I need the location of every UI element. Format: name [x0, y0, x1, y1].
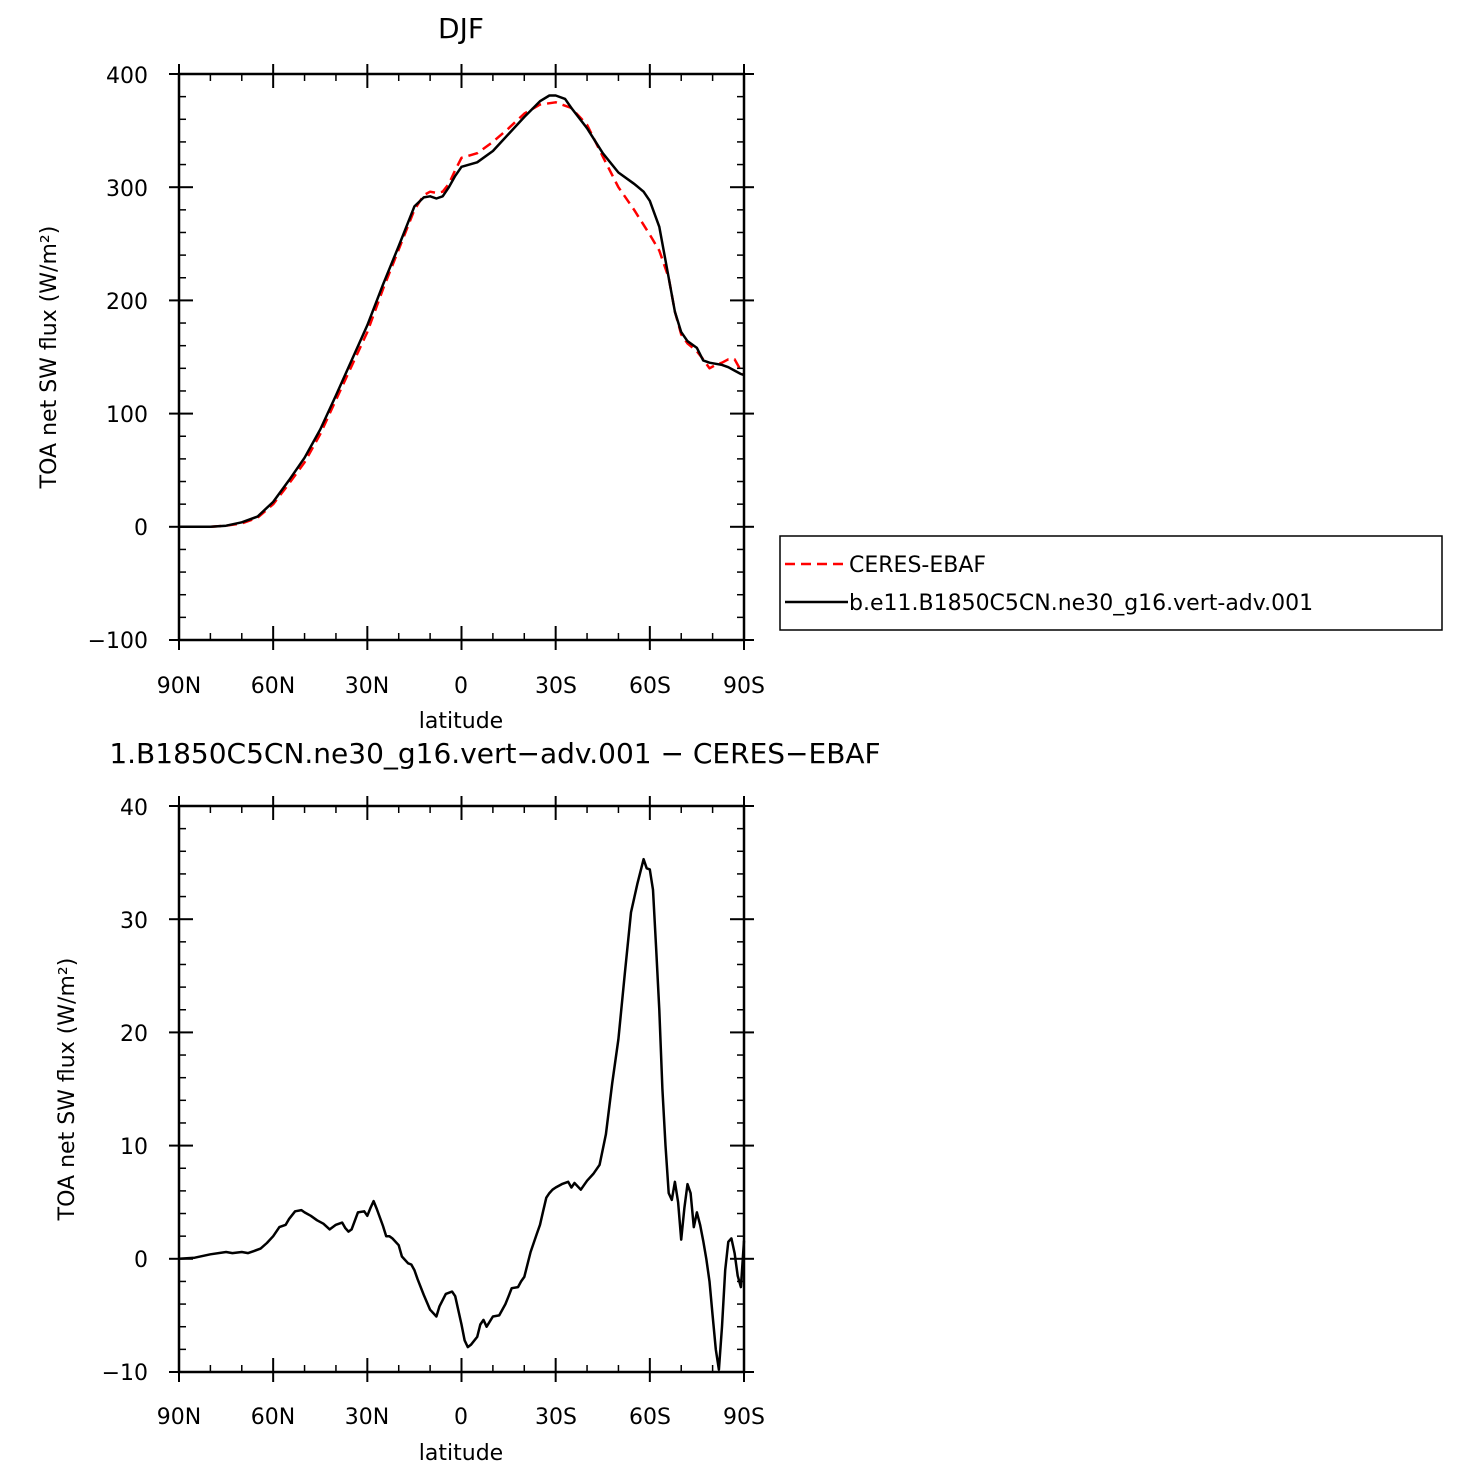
chart-bottom-ticks: [169, 796, 754, 1382]
x-tick-label: 0: [454, 674, 468, 699]
x-tick-label: 30S: [535, 1405, 577, 1430]
series-line-difference: [178, 857, 746, 1371]
x-axis-label: latitude: [419, 709, 503, 734]
x-tick-label: 30N: [345, 674, 389, 699]
y-tick-label: 200: [106, 290, 148, 315]
x-axis-label: latitude: [419, 1441, 503, 1466]
x-tick-label: 60S: [629, 1405, 671, 1430]
chart-top-series: [179, 94, 745, 529]
series-line-b-e11-b1850c5cn-ne30-g16-vert-adv-001: [179, 94, 745, 529]
x-tick-label: 30N: [345, 1405, 389, 1430]
chart-bottom-title: 1.B1850C5CN.ne30_g16.vert−adv.001 − CERE…: [109, 737, 880, 770]
y-tick-label: 300: [106, 177, 148, 202]
y-tick-label: 40: [120, 796, 148, 821]
x-tick-label: 30S: [535, 674, 577, 699]
y-tick-label: 0: [134, 516, 148, 541]
chart-top-title: DJF: [438, 12, 484, 45]
x-tick-label: 60N: [251, 674, 295, 699]
chart-bottom-frame: [177, 804, 746, 1374]
y-axis-label: TOA net SW flux (W/m²): [55, 958, 80, 1222]
y-tick-label: −10: [102, 1361, 148, 1386]
legend-label-ceres: CERES-EBAF: [849, 553, 986, 578]
series-line-ceres-ebaf: [179, 101, 745, 529]
x-tick-label: 90S: [723, 674, 765, 699]
x-tick-label: 0: [454, 1405, 468, 1430]
y-tick-label: 30: [120, 909, 148, 934]
chart-bottom: 1.B1850C5CN.ne30_g16.vert−adv.001 − CERE…: [55, 737, 881, 1466]
chart-top: DJF 90N 60N 30N 0 30S 60S 90S −100 0 100…: [37, 12, 765, 734]
y-tick-label: 400: [106, 64, 148, 89]
x-tick-label: 90S: [723, 1405, 765, 1430]
y-tick-label: 0: [134, 1248, 148, 1273]
y-tick-label: 20: [120, 1022, 148, 1047]
chart-bottom-series: [178, 857, 746, 1371]
x-tick-label: 60S: [629, 674, 671, 699]
chart-top-ticks: [169, 64, 754, 650]
legend-box: [779, 535, 1443, 631]
x-tick-label: 90N: [157, 674, 201, 699]
x-tick-label: 90N: [157, 1405, 201, 1430]
y-axis-label: TOA net SW flux (W/m²): [37, 226, 62, 490]
x-tick-label: 60N: [251, 1405, 295, 1430]
y-tick-label: 10: [120, 1135, 148, 1160]
y-tick-label: 100: [106, 403, 148, 428]
y-tick-label: −100: [88, 629, 148, 654]
legend-label-model: b.e11.B1850C5CN.ne30_g16.vert-adv.001: [849, 591, 1313, 616]
legend: CERES-EBAF b.e11.B1850C5CN.ne30_g16.vert…: [779, 535, 1443, 631]
